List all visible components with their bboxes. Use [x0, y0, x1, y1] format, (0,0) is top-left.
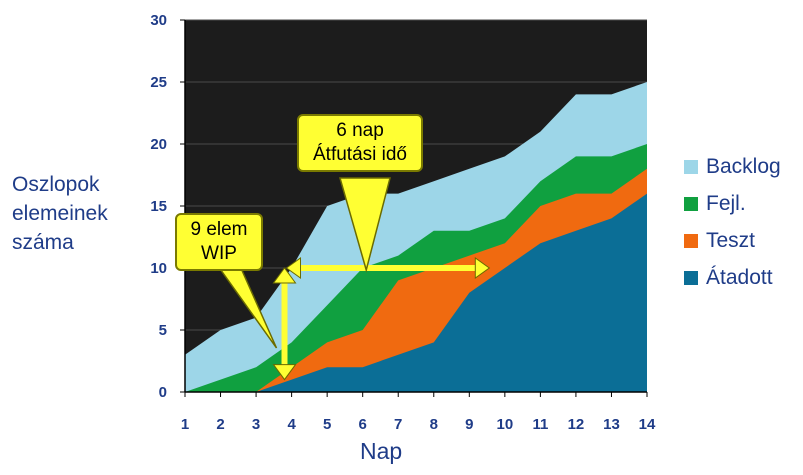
- y-tick-label-10: 10: [150, 260, 167, 277]
- y-axis-label-line-1: Oszlopok: [12, 173, 100, 196]
- y-tick-label-5: 5: [159, 322, 167, 339]
- x-axis-label: Nap: [360, 438, 403, 464]
- legend-item-backlog: Backlog: [684, 148, 781, 185]
- y-tick-label-25: 25: [150, 74, 167, 91]
- x-tick-label-4: 4: [287, 416, 296, 433]
- cycle-time-callout-line-2: Átfutási idő: [313, 144, 407, 165]
- cycle-arrow-head-right: [474, 257, 491, 279]
- x-tick-label-6: 6: [359, 416, 367, 433]
- x-tick-label-1: 1: [181, 416, 189, 433]
- x-tick-label-7: 7: [394, 416, 402, 433]
- cycle-time-callout-line-1: 6 nap: [336, 120, 384, 141]
- x-tick-label-11: 11: [532, 416, 548, 433]
- x-tick-label-14: 14: [639, 416, 656, 433]
- y-tick-label-30: 30: [150, 12, 167, 29]
- wip-callout: 9 elem WIP: [175, 213, 263, 271]
- x-tick-label-8: 8: [430, 416, 438, 433]
- y-tick-label-20: 20: [150, 136, 167, 153]
- y-axis-label-line-2: elemeinek: [12, 202, 108, 225]
- cycle-arrow-head-left: [285, 257, 302, 279]
- x-tick-label-13: 13: [603, 416, 620, 433]
- cycle-time-callout-pointer: [339, 177, 391, 273]
- x-tick-label-3: 3: [252, 416, 260, 433]
- legend: Backlog Fejl. Teszt Átadott: [684, 148, 781, 296]
- x-tick-label-9: 9: [465, 416, 473, 433]
- cycle-time-callout: 6 nap Átfutási idő: [297, 114, 423, 172]
- wip-callout-line-1: 9 elem: [190, 219, 248, 240]
- legend-swatch-backlog: [684, 159, 698, 174]
- legend-label-backlog: Backlog: [706, 154, 781, 178]
- y-axis-label: Oszlopok elemeinek száma: [12, 170, 152, 257]
- x-tick-label-5: 5: [323, 416, 331, 433]
- x-tick-label-12: 12: [568, 416, 585, 433]
- legend-label-atadott: Átadott: [706, 265, 773, 289]
- legend-swatch-teszt: [684, 233, 698, 248]
- wip-arrow-head-top: [272, 267, 297, 284]
- legend-label-fejl: Fejl.: [706, 191, 746, 215]
- wip-callout-line-2: WIP: [201, 243, 237, 264]
- legend-swatch-fejl: [684, 196, 698, 211]
- y-tick-label-0: 0: [159, 384, 167, 401]
- x-tick-label-2: 2: [216, 416, 224, 433]
- legend-swatch-atadott: [684, 270, 698, 285]
- y-axis-label-line-3: száma: [12, 231, 74, 254]
- legend-item-fejl: Fejl.: [684, 185, 781, 222]
- y-tick-label-15: 15: [150, 198, 167, 215]
- legend-item-teszt: Teszt: [684, 222, 781, 259]
- legend-label-teszt: Teszt: [706, 228, 756, 252]
- legend-item-atadott: Átadott: [684, 259, 781, 296]
- wip-arrow-head-bottom: [272, 364, 297, 381]
- area-átadott: [185, 193, 647, 392]
- x-tick-label-10: 10: [497, 416, 514, 433]
